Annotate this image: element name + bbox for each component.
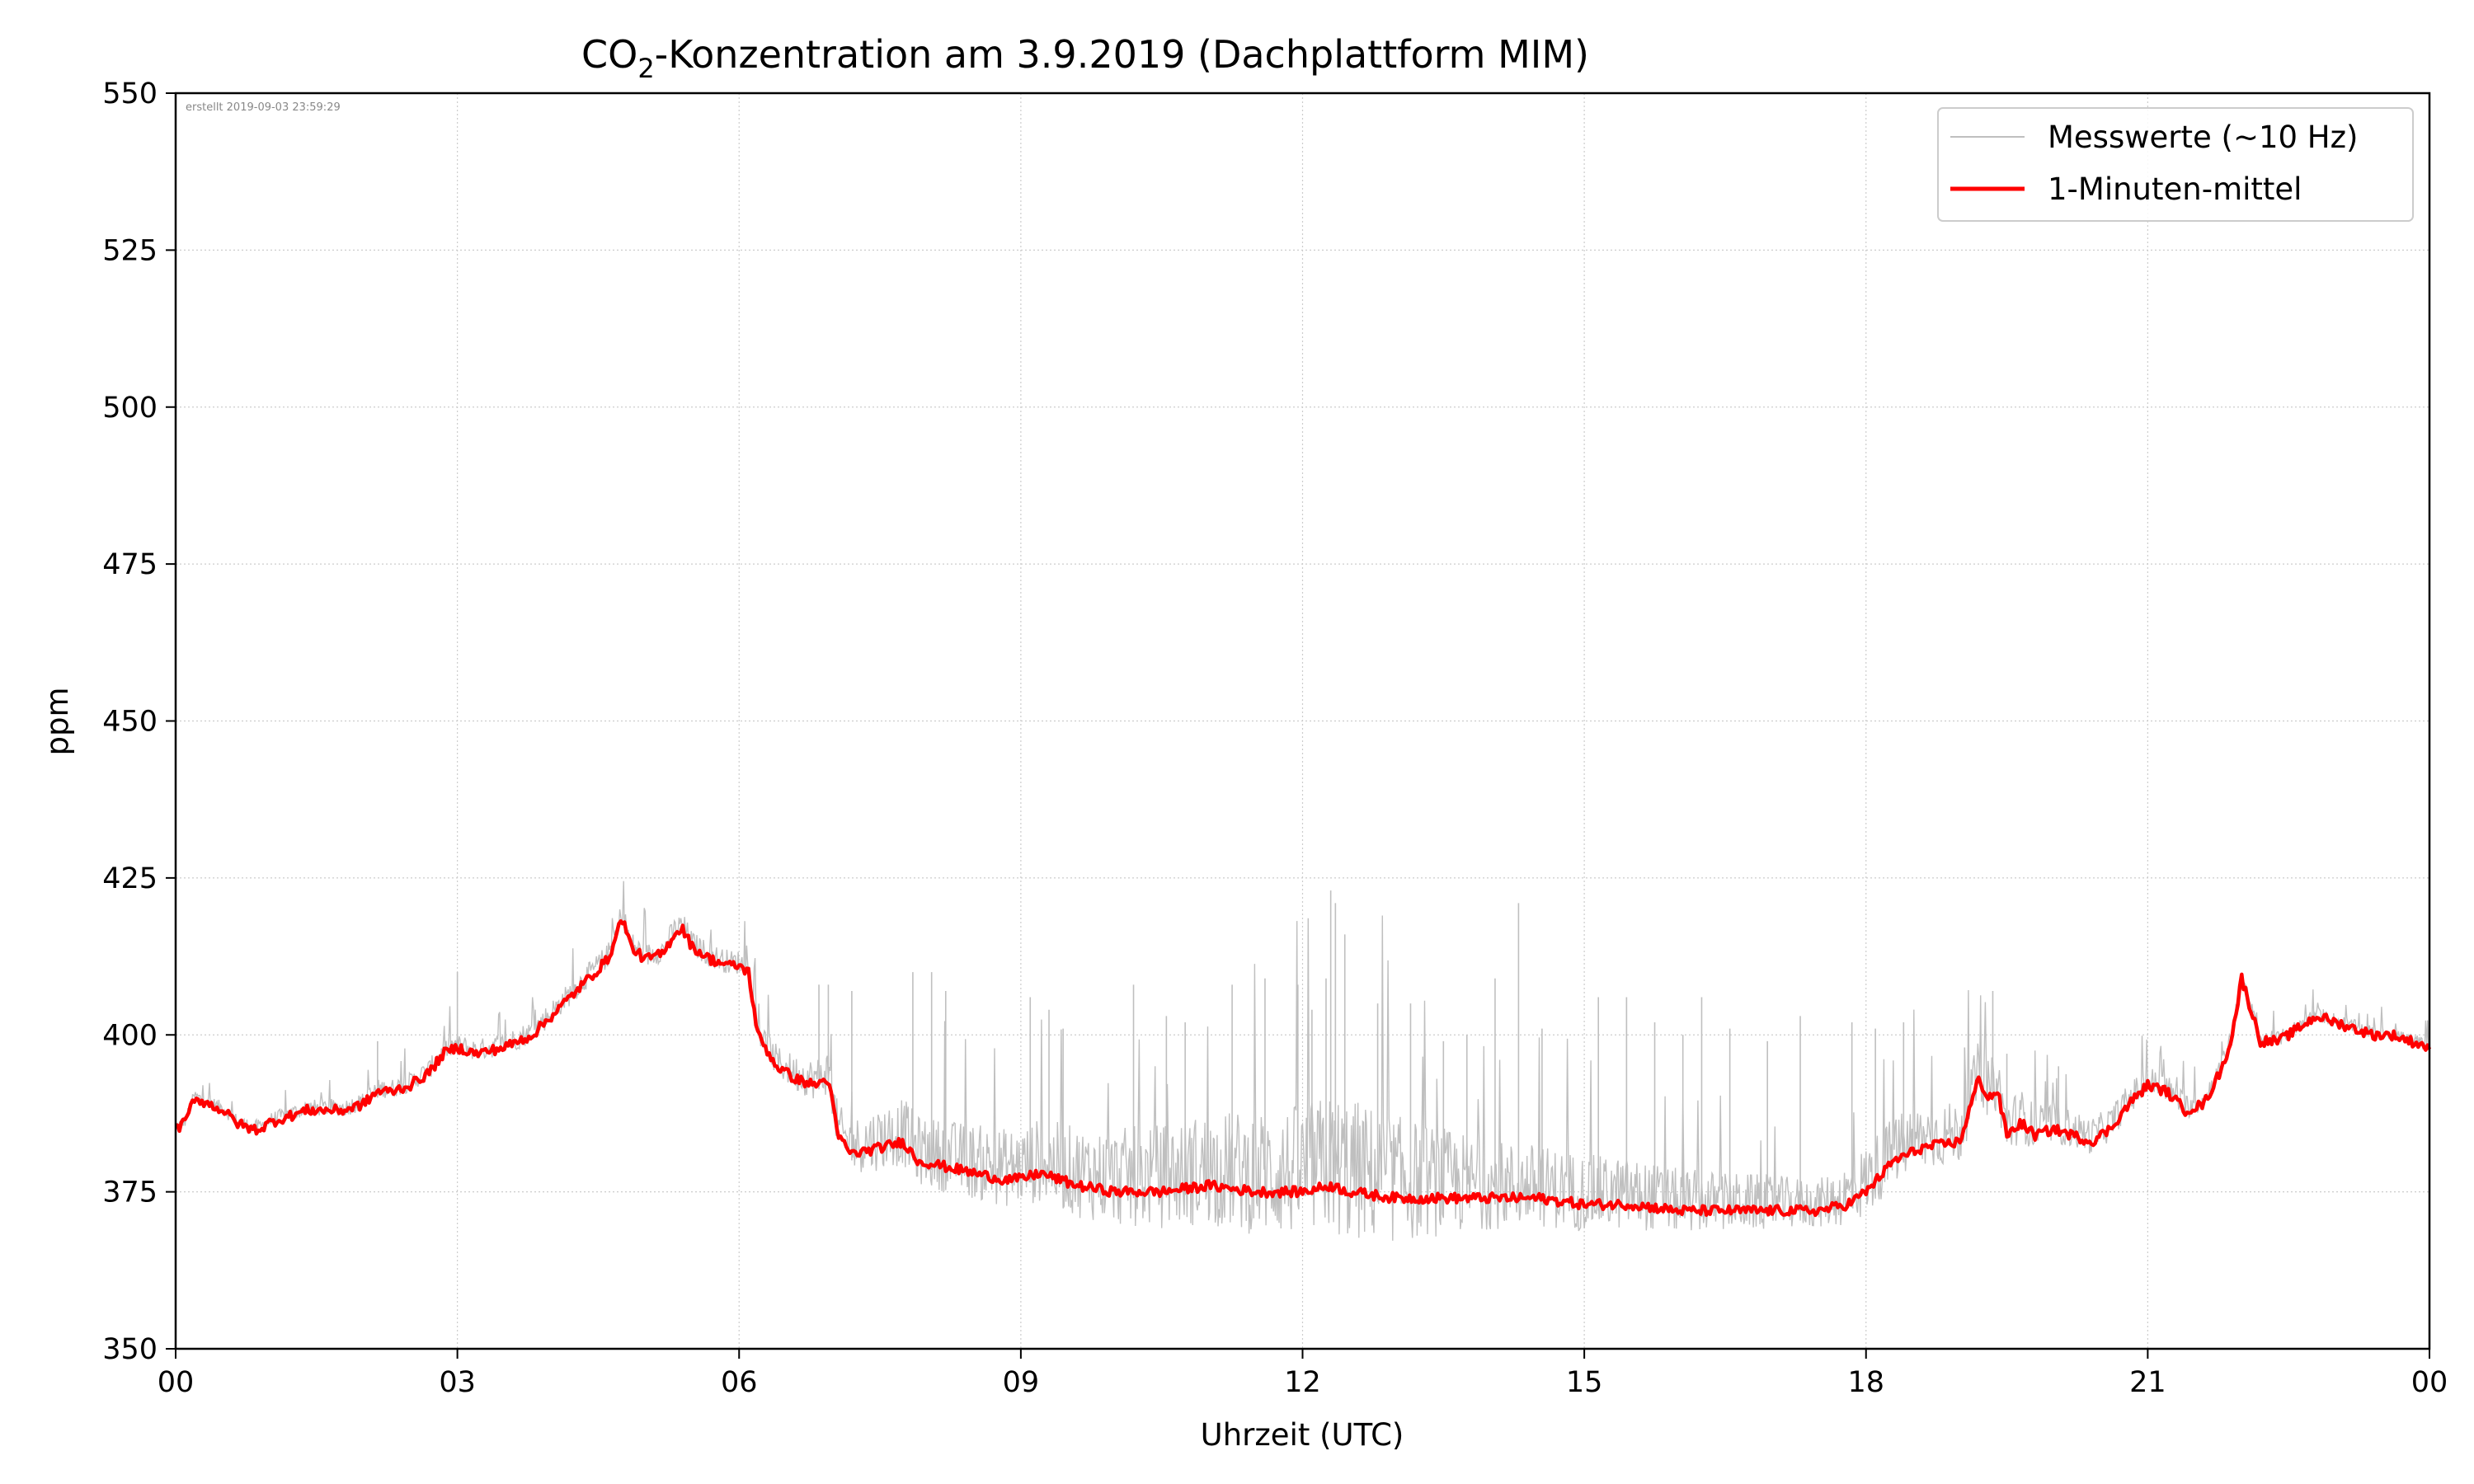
x-tick-label: 03 [439, 1366, 476, 1399]
x-axis-label: Uhrzeit (UTC) [1201, 1417, 1404, 1453]
y-tick-label: 375 [102, 1176, 158, 1209]
x-tick-label: 12 [1284, 1366, 1321, 1399]
y-tick-label: 525 [102, 234, 158, 267]
y-axis: 350 375 400 425 450 475 500 525 550 [102, 77, 176, 1366]
y-tick-label: 350 [102, 1333, 158, 1366]
created-note: erstellt 2019-09-03 23:59:29 [186, 101, 341, 114]
y-tick-label: 500 [102, 392, 158, 425]
x-tick-label: 09 [1003, 1366, 1040, 1399]
legend: Messwerte (~10 Hz) 1-Minuten-mittel [1937, 107, 2414, 222]
y-tick-label: 475 [102, 548, 158, 581]
x-tick-label: 18 [1847, 1366, 1884, 1399]
mean-series-line [175, 918, 2432, 1218]
legend-raw-label: Messwerte (~10 Hz) [2048, 120, 2358, 155]
y-tick-label: 450 [102, 706, 158, 739]
x-tick-label: 21 [2129, 1366, 2166, 1399]
x-axis: 00 03 06 09 12 15 18 21 00 [158, 1349, 2448, 1399]
x-tick-label: 06 [721, 1366, 758, 1399]
y-tick-label: 400 [102, 1019, 158, 1052]
x-tick-label: 00 [2411, 1366, 2448, 1399]
mean-series-layer [175, 918, 2432, 1218]
raw-series-layer [175, 881, 2430, 1241]
legend-box [1937, 107, 2414, 222]
y-tick-label: 425 [102, 862, 158, 895]
chart-title: CO2-Konzentration am 3.9.2019 (Dachplatt… [581, 32, 1589, 84]
legend-mean-label: 1-Minuten-mittel [2048, 171, 2302, 207]
x-tick-label: 15 [1566, 1366, 1603, 1399]
y-axis-label: ppm [40, 687, 75, 755]
y-tick-label: 550 [102, 77, 158, 110]
x-tick-label: 00 [158, 1366, 195, 1399]
